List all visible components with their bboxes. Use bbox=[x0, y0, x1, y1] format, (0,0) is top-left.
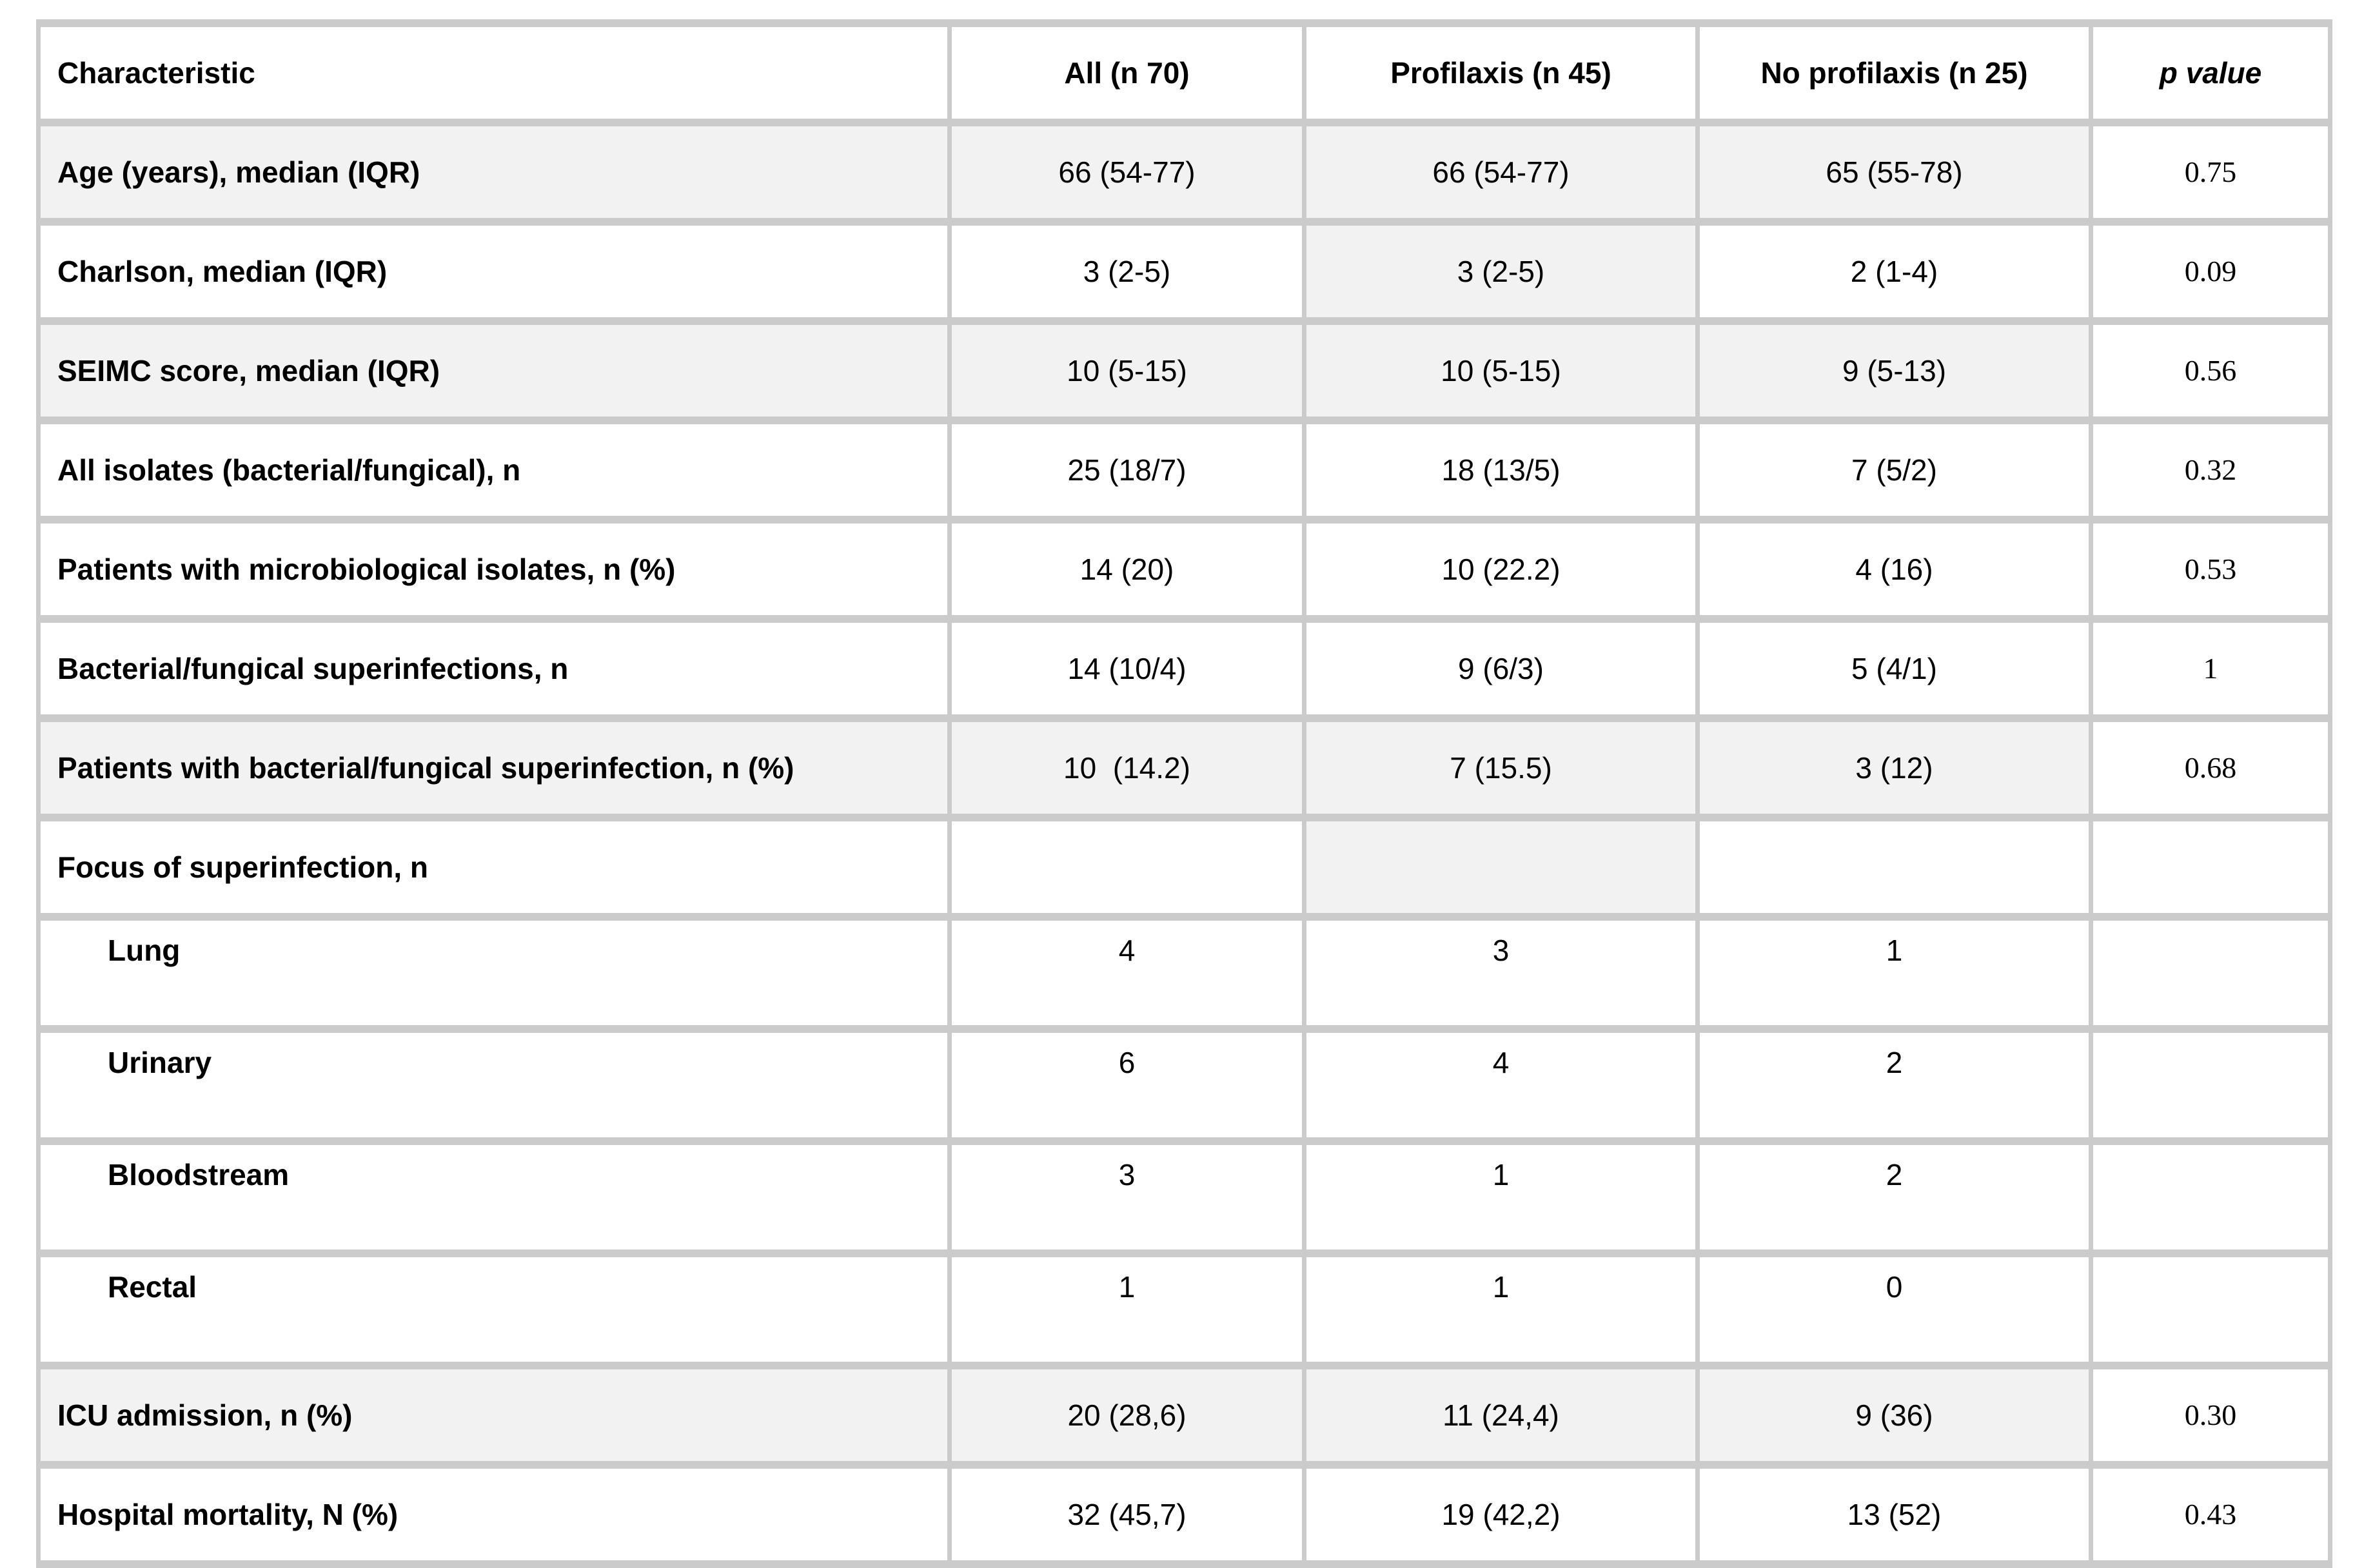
cell-mortality-all: 32 (45,7) bbox=[947, 1461, 1306, 1568]
cell-icu-all: 20 (28,6) bbox=[947, 1362, 1306, 1469]
cell-patients-superinfection-no-profilaxis: 3 (12) bbox=[1695, 714, 2093, 821]
cell-patients-microbiological-all: 14 (20) bbox=[947, 516, 1306, 623]
cell-rectal-all: 1 bbox=[947, 1250, 1306, 1369]
cell-patients-superinfection-all: 10 (14.2) bbox=[947, 714, 1306, 821]
cell-age-all: 66 (54-77) bbox=[947, 119, 1306, 226]
cell-age-p: 0.75 bbox=[2089, 119, 2332, 226]
cell-charlson-p: 0.09 bbox=[2089, 218, 2332, 325]
cell-seimc-profilaxis: 10 (5-15) bbox=[1302, 317, 1700, 424]
cell-patients-microbiological-no-profilaxis: 4 (16) bbox=[1695, 516, 2093, 623]
table-container: Characteristic All (n 70) Profilaxis (n … bbox=[36, 19, 2332, 1568]
cell-focus-all bbox=[947, 814, 1306, 921]
characteristics-table: Characteristic All (n 70) Profilaxis (n … bbox=[36, 19, 2332, 1568]
cell-charlson-all: 3 (2-5) bbox=[947, 218, 1306, 325]
cell-mortality-p: 0.43 bbox=[2089, 1461, 2332, 1568]
row-label-all-isolates: All isolates (bacterial/fungical), n bbox=[36, 416, 952, 524]
table-row-lung: Lung 4 3 1 bbox=[36, 913, 2332, 1033]
cell-icu-p: 0.30 bbox=[2089, 1362, 2332, 1469]
row-label-patients-superinfection: Patients with bacterial/fungical superin… bbox=[36, 714, 952, 821]
cell-bloodstream-p bbox=[2089, 1137, 2332, 1257]
cell-mortality-no-profilaxis: 13 (52) bbox=[1695, 1461, 2093, 1568]
cell-rectal-no-profilaxis: 0 bbox=[1695, 1250, 2093, 1369]
table-row-superinfections: Bacterial/fungical superinfections, n 14… bbox=[36, 615, 2332, 722]
cell-patients-superinfection-profilaxis: 7 (15.5) bbox=[1302, 714, 1700, 821]
cell-seimc-no-profilaxis: 9 (5-13) bbox=[1695, 317, 2093, 424]
table-row-all-isolates: All isolates (bacterial/fungical), n 25 … bbox=[36, 416, 2332, 524]
cell-focus-no-profilaxis bbox=[1695, 814, 2093, 921]
row-label-superinfections: Bacterial/fungical superinfections, n bbox=[36, 615, 952, 722]
cell-rectal-profilaxis: 1 bbox=[1302, 1250, 1700, 1369]
cell-all-isolates-p: 0.32 bbox=[2089, 416, 2332, 524]
row-label-focus: Focus of superinfection, n bbox=[36, 814, 952, 921]
cell-superinfections-all: 14 (10/4) bbox=[947, 615, 1306, 722]
row-label-patients-microbiological: Patients with microbiological isolates, … bbox=[36, 516, 952, 623]
cell-charlson-no-profilaxis: 2 (1-4) bbox=[1695, 218, 2093, 325]
cell-patients-superinfection-p: 0.68 bbox=[2089, 714, 2332, 821]
column-header-all: All (n 70) bbox=[947, 19, 1306, 126]
row-label-bloodstream: Bloodstream bbox=[36, 1137, 952, 1257]
cell-bloodstream-profilaxis: 1 bbox=[1302, 1137, 1700, 1257]
header-row: Characteristic All (n 70) Profilaxis (n … bbox=[36, 19, 2332, 126]
cell-lung-p bbox=[2089, 913, 2332, 1033]
cell-urinary-profilaxis: 4 bbox=[1302, 1025, 1700, 1145]
table-row-urinary: Urinary 6 4 2 bbox=[36, 1025, 2332, 1145]
cell-age-no-profilaxis: 65 (55-78) bbox=[1695, 119, 2093, 226]
row-label-urinary: Urinary bbox=[36, 1025, 952, 1145]
cell-patients-microbiological-profilaxis: 10 (22.2) bbox=[1302, 516, 1700, 623]
cell-all-isolates-no-profilaxis: 7 (5/2) bbox=[1695, 416, 2093, 524]
cell-urinary-p bbox=[2089, 1025, 2332, 1145]
cell-all-isolates-all: 25 (18/7) bbox=[947, 416, 1306, 524]
cell-age-profilaxis: 66 (54-77) bbox=[1302, 119, 1700, 226]
table-row-mortality: Hospital mortality, N (%) 32 (45,7) 19 (… bbox=[36, 1461, 2332, 1568]
column-header-profilaxis: Profilaxis (n 45) bbox=[1302, 19, 1700, 126]
table-row-patients-microbiological: Patients with microbiological isolates, … bbox=[36, 516, 2332, 623]
row-label-rectal: Rectal bbox=[36, 1250, 952, 1369]
row-label-icu: ICU admission, n (%) bbox=[36, 1362, 952, 1469]
table-row-focus: Focus of superinfection, n bbox=[36, 814, 2332, 921]
cell-seimc-p: 0.56 bbox=[2089, 317, 2332, 424]
cell-all-isolates-profilaxis: 18 (13/5) bbox=[1302, 416, 1700, 524]
cell-icu-no-profilaxis: 9 (36) bbox=[1695, 1362, 2093, 1469]
cell-focus-p bbox=[2089, 814, 2332, 921]
cell-rectal-p bbox=[2089, 1250, 2332, 1369]
table-row-bloodstream: Bloodstream 3 1 2 bbox=[36, 1137, 2332, 1257]
cell-seimc-all: 10 (5-15) bbox=[947, 317, 1306, 424]
table-row-patients-superinfection: Patients with bacterial/fungical superin… bbox=[36, 714, 2332, 821]
row-label-seimc: SEIMC score, median (IQR) bbox=[36, 317, 952, 424]
table-row-rectal: Rectal 1 1 0 bbox=[36, 1250, 2332, 1369]
cell-bloodstream-no-profilaxis: 2 bbox=[1695, 1137, 2093, 1257]
cell-lung-all: 4 bbox=[947, 913, 1306, 1033]
cell-superinfections-no-profilaxis: 5 (4/1) bbox=[1695, 615, 2093, 722]
cell-charlson-profilaxis: 3 (2-5) bbox=[1302, 218, 1700, 325]
cell-lung-profilaxis: 3 bbox=[1302, 913, 1700, 1033]
row-label-lung: Lung bbox=[36, 913, 952, 1033]
cell-icu-profilaxis: 11 (24,4) bbox=[1302, 1362, 1700, 1469]
column-header-p-value: p value bbox=[2089, 19, 2332, 126]
table-row-age: Age (years), median (IQR) 66 (54-77) 66 … bbox=[36, 119, 2332, 226]
table-row-seimc: SEIMC score, median (IQR) 10 (5-15) 10 (… bbox=[36, 317, 2332, 424]
cell-lung-no-profilaxis: 1 bbox=[1695, 913, 2093, 1033]
row-label-age: Age (years), median (IQR) bbox=[36, 119, 952, 226]
table-row-charlson: Charlson, median (IQR) 3 (2-5) 3 (2-5) 2… bbox=[36, 218, 2332, 325]
row-label-charlson: Charlson, median (IQR) bbox=[36, 218, 952, 325]
cell-focus-profilaxis bbox=[1302, 814, 1700, 921]
column-header-characteristic: Characteristic bbox=[36, 19, 952, 126]
cell-urinary-no-profilaxis: 2 bbox=[1695, 1025, 2093, 1145]
cell-superinfections-p: 1 bbox=[2089, 615, 2332, 722]
table-row-icu: ICU admission, n (%) 20 (28,6) 11 (24,4)… bbox=[36, 1362, 2332, 1469]
cell-patients-microbiological-p: 0.53 bbox=[2089, 516, 2332, 623]
column-header-no-profilaxis: No profilaxis (n 25) bbox=[1695, 19, 2093, 126]
cell-bloodstream-all: 3 bbox=[947, 1137, 1306, 1257]
row-label-mortality: Hospital mortality, N (%) bbox=[36, 1461, 952, 1568]
cell-superinfections-profilaxis: 9 (6/3) bbox=[1302, 615, 1700, 722]
cell-mortality-profilaxis: 19 (42,2) bbox=[1302, 1461, 1700, 1568]
cell-urinary-all: 6 bbox=[947, 1025, 1306, 1145]
